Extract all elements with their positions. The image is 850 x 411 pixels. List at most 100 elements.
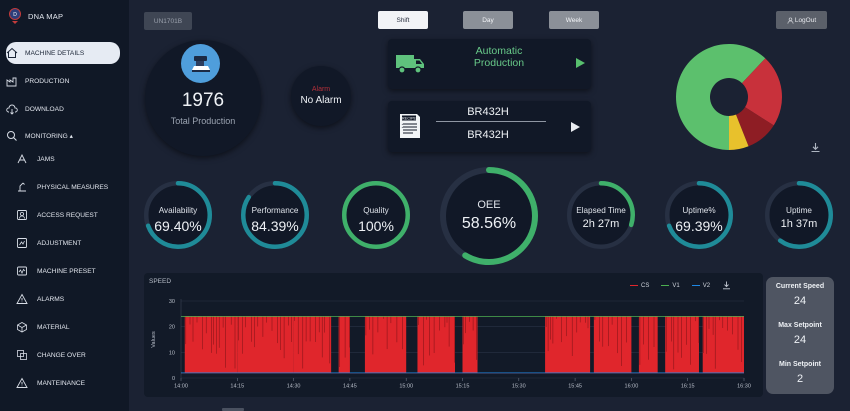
gauge-progress-arc <box>241 181 309 249</box>
factory-icon <box>6 77 17 87</box>
quality-gauge: Quality 100% <box>341 180 411 250</box>
legend-item-v1[interactable]: V1 <box>661 283 680 289</box>
kpi-value: 2h 27m <box>582 218 620 230</box>
chart-download-icon[interactable] <box>722 281 731 290</box>
speed-summary-panel <box>766 277 834 394</box>
recipe-panel[interactable] <box>388 101 591 152</box>
quality-ring <box>342 181 410 249</box>
cs-running-interval <box>462 316 478 373</box>
current-speed-value: 24 <box>793 295 807 307</box>
cs-stop-spikes <box>339 316 350 367</box>
max-setpoint-label: Max Setpoint <box>778 322 822 329</box>
y-tick-label: 10 <box>169 350 175 356</box>
production-machine-icon <box>181 44 220 83</box>
kpi-label: Uptime <box>786 206 812 215</box>
kpi-label: Performance <box>251 206 299 215</box>
sidebar-item-label: PRODUCTION <box>25 77 70 85</box>
access-icon <box>17 210 27 220</box>
warning-icon <box>16 293 28 304</box>
donut-slice-1[interactable] <box>742 58 782 126</box>
donut-slice-3[interactable] <box>729 114 749 150</box>
alarm-title: Alarm <box>311 86 331 93</box>
mode-play-icon[interactable] <box>576 58 585 68</box>
gauge-progress-arc <box>440 167 538 265</box>
sidebar-item-production[interactable]: PRODUCTION <box>6 70 120 92</box>
sidebar-item-download[interactable]: DOWNLOAD <box>6 98 120 120</box>
logout-button[interactable]: LogOut <box>776 11 827 29</box>
sidebar-item-access-request[interactable]: ACCESS REQUEST <box>16 204 130 226</box>
sidebar-item-manteinance[interactable]: MANTEINANCE <box>16 372 130 394</box>
sidebar-item-machine-preset[interactable]: MACHINE PRESET <box>16 260 130 282</box>
kpi-label: Availability <box>158 206 198 215</box>
x-tick-label: 14:45 <box>343 384 357 390</box>
recipe-play-icon[interactable] <box>571 122 580 132</box>
download-icon[interactable] <box>810 142 821 153</box>
sidebar-item-material[interactable]: MATERIAL <box>16 316 130 338</box>
legend-item-cs[interactable]: CS <box>630 283 649 289</box>
total-production-value: 1976 <box>181 90 225 111</box>
x-tick-label: 16:00 <box>625 384 639 390</box>
recipe-current: BR432H <box>467 106 509 118</box>
measure-icon <box>18 182 26 192</box>
kpi-value: 69.39% <box>675 218 723 234</box>
gauge-progress-arc <box>567 181 635 249</box>
sidebar-item-label: DOWNLOAD <box>25 105 64 113</box>
cloud-download-icon <box>6 104 18 115</box>
availability-gauge: Availability 69.40% <box>143 180 213 250</box>
sidebar-item-label: MACHINE DETAILS <box>25 49 85 57</box>
cs-stop-spikes <box>639 316 655 365</box>
legend-item-v2[interactable]: V2 <box>691 283 710 289</box>
recipe-document-icon: RECIPE <box>400 114 420 138</box>
period-week-button[interactable]: Week <box>549 11 599 29</box>
sidebar-item-jams[interactable]: JAMS <box>16 148 130 170</box>
gauge-progress-arc <box>144 181 212 249</box>
horizontal-scrollbar[interactable] <box>222 408 244 411</box>
oee-gauge: OEE 58.56% <box>439 166 539 266</box>
cs-stop-spikes <box>185 316 236 369</box>
period-shift-button[interactable]: Shift <box>378 11 428 29</box>
period-day-button[interactable]: Day <box>463 11 513 29</box>
min-setpoint-label: Min Setpoint <box>779 361 821 368</box>
status-donut-chart <box>676 43 782 150</box>
x-tick-label: 16:30 <box>737 384 751 390</box>
jam-icon <box>17 153 27 164</box>
sidebar-item-alarms[interactable]: ALARMS <box>16 288 130 310</box>
x-tick-label: 15:45 <box>568 384 582 390</box>
sidebar-item-machine-details[interactable]: MACHINE DETAILS <box>6 42 120 64</box>
sidebar-item-label: MONITORING ▴ <box>25 133 73 140</box>
alarm-card[interactable]: Alarm No Alarm <box>291 66 351 126</box>
donut-slice-0[interactable] <box>676 43 766 150</box>
machine-selector-button[interactable]: UN1701B <box>144 12 192 30</box>
performance-gauge: Performance 84.39% <box>240 180 310 250</box>
cs-running-interval <box>593 316 632 373</box>
legend-label: CS <box>641 282 650 289</box>
uptime-percent-gauge: Uptime% 69.39% <box>664 180 734 250</box>
y-axis-label: Values <box>151 331 157 348</box>
chart-title: SPEED <box>149 278 172 285</box>
sidebar-item-adjustment[interactable]: ADJUSTMENT <box>16 232 130 254</box>
cs-stop-spikes <box>594 316 627 366</box>
alarm-value: No Alarm <box>300 95 342 106</box>
sidebar-item-label: JAMS <box>37 155 55 163</box>
x-tick-label: 14:00 <box>174 384 188 390</box>
gauge-face <box>144 181 212 249</box>
adjust-icon <box>17 238 27 248</box>
preset-icon <box>17 266 27 276</box>
sidebar-item-monitoring[interactable]: MONITORING ▴ <box>6 125 120 147</box>
brand[interactable]: D DNA MAP <box>8 8 63 24</box>
cs-running-interval <box>417 316 455 373</box>
y-tick-label: 0 <box>172 376 175 382</box>
sidebar-item-physical-measures[interactable]: PHYSICAL MEASURES <box>16 176 130 198</box>
current-speed-label: Current Speed <box>775 283 825 290</box>
cs-stop-spikes <box>418 316 455 366</box>
cs-stop-spikes <box>703 316 742 369</box>
performance-ring <box>241 181 309 249</box>
recipe-next: BR432H <box>467 129 509 141</box>
sidebar-item-label: CHANGE OVER <box>37 351 86 359</box>
y-tick-label: 30 <box>169 299 175 305</box>
sidebar-item-change-over[interactable]: CHANGE OVER <box>16 344 130 366</box>
recipe-divider <box>436 121 546 122</box>
x-tick-label: 15:15 <box>456 384 470 390</box>
cs-running-interval <box>364 316 407 373</box>
donut-slice-2[interactable] <box>735 107 774 147</box>
